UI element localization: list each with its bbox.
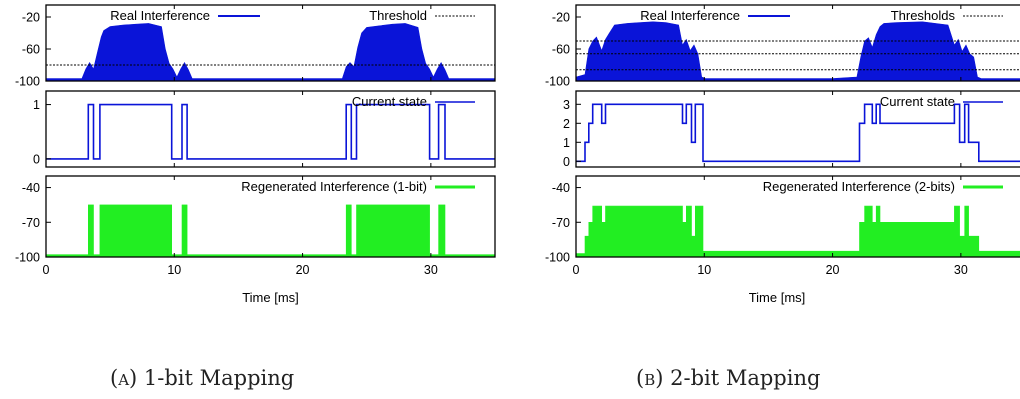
real-interference-area xyxy=(576,21,1020,81)
y-tick-label: 0 xyxy=(33,152,40,166)
legend-threshold: Thresholds xyxy=(891,8,956,23)
legend-current-state: Current state xyxy=(352,94,427,109)
x-tick-label: 30 xyxy=(954,263,968,277)
regenerated-interference-area xyxy=(576,205,1020,257)
y-tick-label: -100 xyxy=(545,251,570,265)
caption-a-letter: (a) xyxy=(110,366,138,390)
panel-frame xyxy=(575,4,1020,82)
panel-frame xyxy=(45,90,496,168)
current-state-line xyxy=(576,103,1020,163)
y-tick-label: -60 xyxy=(22,43,40,57)
y-tick-label: -100 xyxy=(15,251,40,265)
y-tick-label: 1 xyxy=(563,136,570,150)
y-tick-label: -70 xyxy=(22,216,40,230)
panel-frame xyxy=(45,175,496,258)
x-tick-label: 10 xyxy=(697,263,711,277)
legend-current-state: Current state xyxy=(880,94,955,109)
y-tick-label: -40 xyxy=(22,181,40,195)
y-tick-label: -100 xyxy=(545,75,570,89)
x-axis-label: Time [ms] xyxy=(749,290,806,305)
caption-a: (a) 1-bit Mapping xyxy=(110,366,294,390)
panel-a-2: 1 0 Current state xyxy=(33,90,496,168)
panel-a-3: -40 -70 -100 Regenerated Interference (1-bi… xyxy=(15,175,496,277)
legend-real-interference: Real Interference xyxy=(110,8,210,23)
legend-regenerated-interference: Regenerated Interference (1-bit) xyxy=(241,179,427,194)
y-tick-label: -20 xyxy=(22,11,40,25)
panel-a-1: -20 -60 -100 Real Interference Threshold xyxy=(15,4,496,89)
panel-frame xyxy=(45,4,496,82)
caption-b-text: 2-bit Mapping xyxy=(670,366,821,390)
y-tick-label: -40 xyxy=(552,181,570,195)
panel-frame xyxy=(575,90,1020,168)
y-tick-label: -100 xyxy=(15,75,40,89)
y-tick-label: 2 xyxy=(563,117,570,131)
panel-b-1: -20 -60 -100 Real Interference Thresholds xyxy=(545,4,1020,89)
x-tick-label: 0 xyxy=(43,263,50,277)
legend-real-interference: Real Interference xyxy=(640,8,740,23)
caption-a-text: 1-bit Mapping xyxy=(143,366,295,390)
panel-b-3: -40 -70 -100 Regenerated Interference (2-bi… xyxy=(545,175,1020,277)
y-tick-label: -60 xyxy=(552,43,570,57)
y-tick-label: 1 xyxy=(33,98,40,112)
current-state-line xyxy=(46,103,495,160)
x-tick-label: 30 xyxy=(424,263,438,277)
caption-b-letter: (b) xyxy=(636,366,664,390)
panel-frame xyxy=(575,175,1020,258)
caption-b: (b) 2-bit Mapping xyxy=(636,366,820,390)
y-tick-label: 3 xyxy=(563,98,570,112)
x-tick-label: 0 xyxy=(573,263,580,277)
figure-b: -20 -60 -100 Real Interference Thresholds 3 2 1… xyxy=(545,4,1020,305)
regenerated-interference-area xyxy=(46,204,495,257)
legend-regenerated-interference: Regenerated Interference (2-bits) xyxy=(763,179,955,194)
y-tick-label: -20 xyxy=(552,11,570,25)
panel-b-2: 3 2 1 0 Current state xyxy=(563,90,1020,169)
y-tick-label: -70 xyxy=(552,216,570,230)
x-tick-label: 20 xyxy=(296,263,310,277)
x-tick-label: 20 xyxy=(826,263,840,277)
real-interference-area xyxy=(46,23,495,81)
y-tick-label: 0 xyxy=(563,155,570,169)
x-axis-label: Time [ms] xyxy=(242,290,299,305)
legend-threshold: Threshold xyxy=(369,8,427,23)
x-tick-label: 10 xyxy=(167,263,181,277)
